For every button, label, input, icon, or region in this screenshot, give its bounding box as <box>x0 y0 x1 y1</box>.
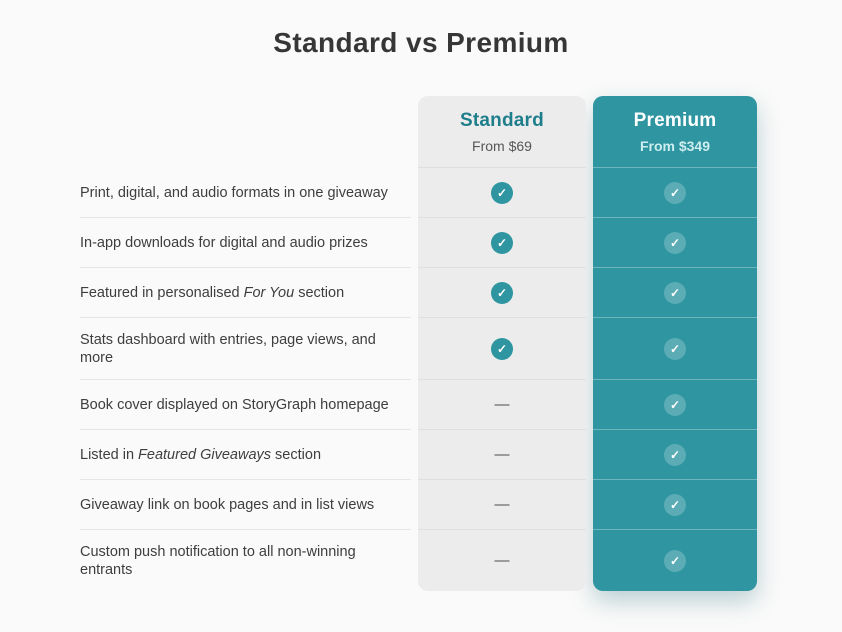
standard-feature-cell: — <box>418 380 586 430</box>
feature-label: Featured in personalised For You section <box>80 268 411 318</box>
standard-feature-cell: ✓ <box>418 218 586 268</box>
check-icon: ✓ <box>491 281 513 304</box>
standard-feature-cell: — <box>418 480 586 530</box>
dash-not-included: — <box>494 396 510 413</box>
feature-label: In-app downloads for digital and audio p… <box>80 218 411 268</box>
standard-feature-cell: — <box>418 430 586 480</box>
feature-label: Custom push notification to all non-winn… <box>80 543 356 578</box>
premium-plan-name: Premium <box>633 109 717 131</box>
check-icon: ✓ <box>491 181 513 204</box>
premium-feature-cell: ✓ <box>593 430 757 480</box>
check-icon: ✓ <box>664 337 686 360</box>
check-icon: ✓ <box>491 231 513 254</box>
comparison-table: Standard From $69 Premium From $349 Prin… <box>80 96 757 591</box>
premium-feature-cell: ✓ <box>593 218 757 268</box>
standard-plan-name: Standard <box>460 109 544 131</box>
check-icon: ✓ <box>664 281 686 304</box>
standard-column-header: Standard From $69 <box>418 96 586 168</box>
premium-feature-cell: ✓ <box>593 380 757 430</box>
standard-plan-price: From $69 <box>472 137 532 154</box>
check-icon: ✓ <box>664 549 686 572</box>
feature-label: Listed in Featured Giveaways section <box>80 430 411 480</box>
premium-plan-price: From $349 <box>639 137 711 154</box>
feature-label: Book cover displayed on StoryGraph homep… <box>80 380 411 430</box>
check-icon: ✓ <box>664 443 686 466</box>
check-icon: ✓ <box>664 393 686 416</box>
header-spacer <box>80 96 411 168</box>
feature-label: Giveaway link on book pages and in list … <box>80 480 411 530</box>
dash-not-included: — <box>494 446 510 463</box>
premium-column-background <box>593 96 757 591</box>
premium-feature-cell: ✓ <box>593 268 757 318</box>
standard-feature-cell: ✓ <box>418 318 586 380</box>
standard-feature-cell: ✓ <box>418 168 586 218</box>
premium-feature-cell: ✓ <box>593 318 757 380</box>
dash-not-included: — <box>494 552 510 569</box>
standard-feature-cell: ✓ <box>418 268 586 318</box>
premium-feature-cell: ✓ <box>593 530 757 591</box>
dash-not-included: — <box>494 496 510 513</box>
check-icon: ✓ <box>664 231 686 254</box>
premium-feature-cell: ✓ <box>593 480 757 530</box>
premium-column-header: Premium From $349 <box>593 96 757 168</box>
feature-label: Stats dashboard with entries, page views… <box>80 318 411 380</box>
feature-label: Print, digital, and audio formats in one… <box>80 168 411 218</box>
premium-feature-cell: ✓ <box>593 168 757 218</box>
check-icon: ✓ <box>664 493 686 516</box>
page-title: Standard vs Premium <box>273 27 569 58</box>
check-icon: ✓ <box>491 337 513 360</box>
check-icon: ✓ <box>664 181 686 204</box>
standard-feature-cell: — <box>418 530 586 591</box>
